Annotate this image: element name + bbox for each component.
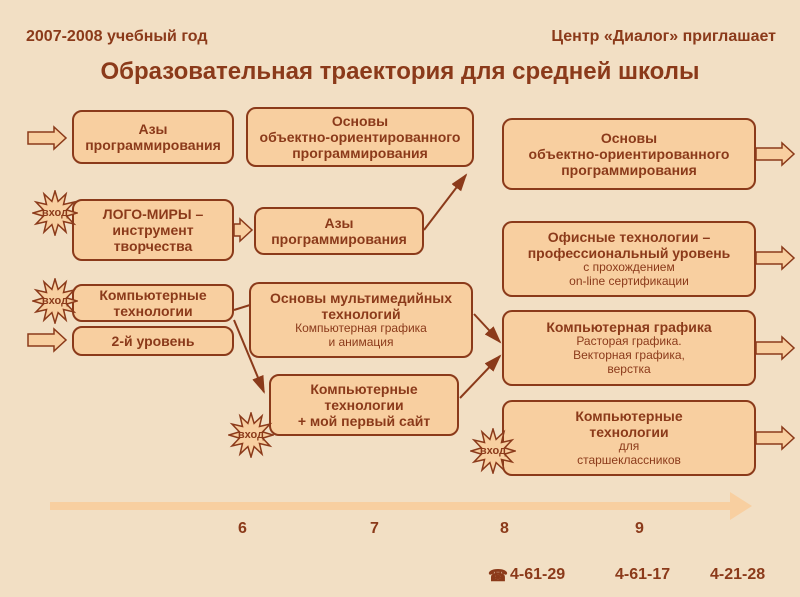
block-arrow [28, 127, 66, 149]
entry-label: вход [32, 207, 78, 219]
node-n9: Основы мультимедийныхтехнологийКомпьютер… [249, 282, 473, 358]
node-n10: Компьютерная графикаРасторая графика.Век… [502, 310, 756, 386]
entry-starburst: вход [470, 428, 516, 474]
phone-number: 4-21-28 [710, 566, 765, 584]
entry-label: вход [228, 429, 274, 441]
node-n7: Компьютерныетехнологии [72, 284, 234, 322]
node-n5: Азыпрограммирования [254, 207, 424, 255]
connector-arrow [424, 175, 466, 230]
block-arrow [28, 329, 66, 351]
block-arrow [756, 337, 794, 359]
block-arrow [756, 247, 794, 269]
entry-label: вход [32, 295, 78, 307]
phone-number: 4-61-17 [615, 566, 670, 584]
entry-starburst: вход [32, 278, 78, 324]
node-n6: Офисные технологии –профессиональный уро… [502, 221, 756, 297]
entry-label: вход [470, 445, 516, 457]
node-n12: Компьютерныетехнологиидлястаршекласснико… [502, 400, 756, 476]
phone-number: 4-61-29 [510, 566, 565, 584]
header-left: 2007-2008 учебный год [26, 28, 208, 46]
phone-icon: ☎ [488, 566, 508, 586]
page-title: Образовательная траектория для средней ш… [0, 58, 800, 86]
node-n3: Основыобъектно-ориентированногопрограмми… [502, 118, 756, 190]
node-n1: Азыпрограммирования [72, 110, 234, 164]
node-n11: Компьютерныетехнологии+ мой первый сайт [269, 374, 459, 436]
block-arrow [234, 219, 252, 241]
connector-arrow [474, 314, 500, 342]
node-n2: Основыобъектно-ориентированногопрограмми… [246, 107, 474, 167]
node-n4: ЛОГО-МИРЫ –инструменттворчества [72, 199, 234, 261]
timeline-tick: 9 [635, 520, 644, 538]
timeline-tick: 7 [370, 520, 379, 538]
connector-arrow [460, 356, 500, 398]
entry-starburst: вход [228, 412, 274, 458]
block-arrow [756, 143, 794, 165]
timeline-arrow [50, 502, 730, 510]
node-n8: 2-й уровень [72, 326, 234, 356]
timeline-tick: 6 [238, 520, 247, 538]
header-right: Центр «Диалог» приглашает [551, 28, 776, 46]
block-arrow [756, 427, 794, 449]
entry-starburst: вход [32, 190, 78, 236]
timeline-tick: 8 [500, 520, 509, 538]
